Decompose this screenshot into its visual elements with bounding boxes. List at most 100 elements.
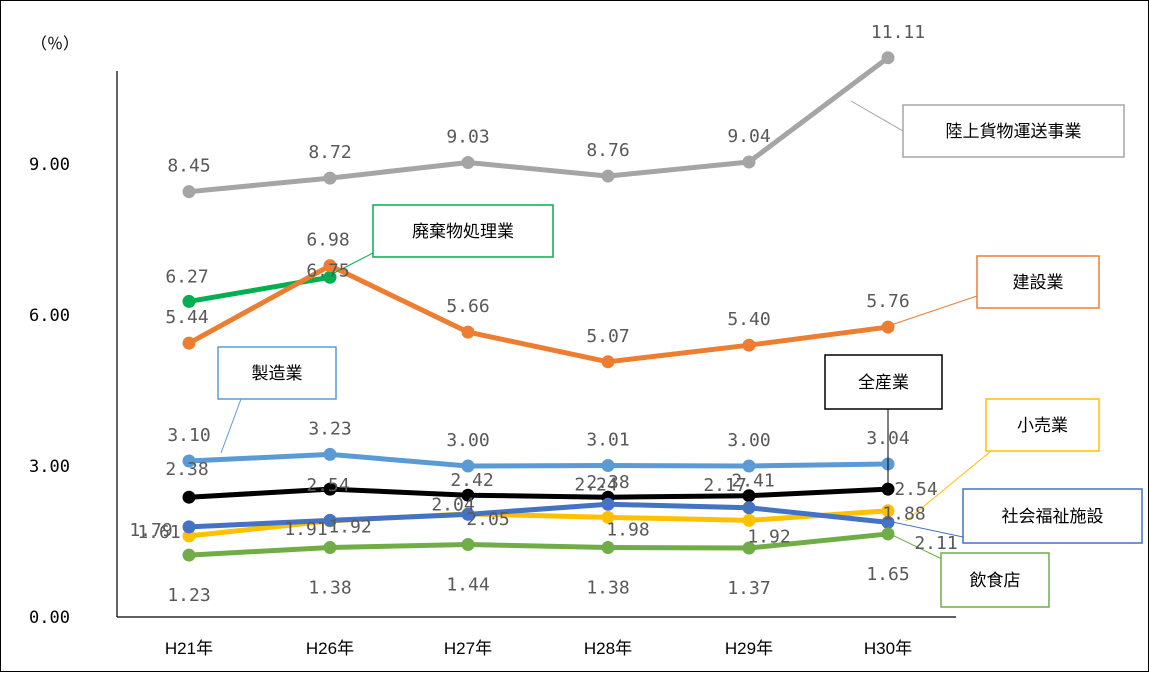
data-label: 11.11 <box>871 22 925 43</box>
data-label: 1.37 <box>727 578 770 599</box>
callout-leader <box>887 295 978 327</box>
data-point <box>323 541 337 555</box>
data-label: 3.04 <box>866 428 909 449</box>
data-label: 1.92 <box>747 526 790 547</box>
data-label: 1.61 <box>137 522 180 543</box>
data-point <box>742 513 756 527</box>
y-tick-label: 3.00 <box>29 457 70 477</box>
data-label: 3.10 <box>167 425 210 446</box>
callout-box <box>824 354 943 410</box>
data-point <box>601 458 615 472</box>
callout-box <box>985 398 1100 452</box>
data-point <box>182 336 196 350</box>
data-label: 3.00 <box>727 430 770 451</box>
data-point <box>182 454 196 468</box>
data-point <box>601 355 615 369</box>
callout-leader <box>887 520 964 538</box>
data-point <box>881 527 895 541</box>
data-point <box>742 541 756 555</box>
data-label: 5.40 <box>727 309 770 330</box>
data-label: 5.44 <box>165 307 208 328</box>
series-line <box>186 501 891 530</box>
data-label: 9.04 <box>727 126 770 147</box>
data-point <box>323 513 337 527</box>
data-point <box>601 169 615 183</box>
data-label: 8.45 <box>167 156 210 177</box>
series-name-label: 飲食店 <box>970 571 1021 590</box>
data-point <box>323 482 337 496</box>
series-name-label: 廃棄物処理業 <box>412 222 514 241</box>
x-tick-label: H26年 <box>306 639 354 658</box>
series-line <box>186 486 891 500</box>
data-point <box>601 541 615 555</box>
callout-box <box>962 488 1143 544</box>
data-point <box>601 497 615 511</box>
data-point <box>881 482 895 496</box>
data-label: 1.38 <box>308 578 351 599</box>
data-label: 2.17 <box>703 475 746 496</box>
data-point <box>742 459 756 473</box>
x-tick-label: H27年 <box>444 639 492 658</box>
y-tick-label: 0.00 <box>29 608 70 628</box>
data-point <box>881 51 895 65</box>
data-point <box>182 548 196 562</box>
callout-leader <box>220 398 242 454</box>
data-point <box>881 504 895 518</box>
data-label: 5.07 <box>586 326 629 347</box>
data-label: 2.11 <box>914 533 957 554</box>
data-label: 3.00 <box>446 430 489 451</box>
data-point <box>461 488 475 502</box>
series-name-label: 社会福祉施設 <box>1002 507 1104 526</box>
data-label: 2.42 <box>450 470 493 491</box>
callout-box <box>940 552 1050 608</box>
data-label: 1.65 <box>866 564 909 585</box>
x-tick-label: H30年 <box>864 639 912 658</box>
x-tick-label: H29年 <box>725 639 773 658</box>
data-label: 1.91 <box>284 519 327 540</box>
data-point <box>461 459 475 473</box>
y-tick-label: 9.00 <box>29 155 70 175</box>
data-label: 5.76 <box>866 291 909 312</box>
data-point <box>881 515 895 529</box>
callout-leader <box>329 252 374 276</box>
series-name-label: 建設業 <box>1013 273 1064 292</box>
data-label: 1.38 <box>586 578 629 599</box>
data-label: 1.44 <box>446 575 489 596</box>
data-point <box>461 155 475 169</box>
data-label: 2.41 <box>731 471 774 492</box>
data-label: 2.38 <box>165 459 208 480</box>
data-point <box>881 320 895 334</box>
series-line <box>186 451 891 469</box>
callout-box <box>976 255 1100 309</box>
data-point <box>742 155 756 169</box>
data-label: 3.01 <box>586 429 629 450</box>
data-label: 1.23 <box>167 585 210 606</box>
series-line <box>186 55 891 195</box>
callout-leader <box>905 450 992 522</box>
data-label: 8.76 <box>586 140 629 161</box>
data-label: 6.27 <box>165 266 208 287</box>
data-label: 3.23 <box>308 418 351 439</box>
data-point <box>182 490 196 504</box>
data-point <box>742 501 756 515</box>
data-label: 9.03 <box>446 126 489 147</box>
callout-box <box>372 204 554 258</box>
series-name-label: 陸上貨物運送事業 <box>946 122 1082 141</box>
x-tick-label: H28年 <box>584 639 632 658</box>
data-point <box>601 510 615 524</box>
data-point <box>742 338 756 352</box>
data-point <box>323 447 337 461</box>
series-name-label: 全産業 <box>858 373 909 392</box>
callout-box <box>217 346 337 400</box>
data-label: 1.92 <box>328 516 371 537</box>
data-label: 2.24 <box>574 474 617 495</box>
data-label: 1.79 <box>129 520 172 541</box>
data-label: 5.66 <box>446 296 489 317</box>
data-point <box>461 325 475 339</box>
data-point <box>323 171 337 185</box>
data-label: 2.54 <box>306 475 349 496</box>
data-point <box>182 185 196 199</box>
data-point <box>182 294 196 308</box>
